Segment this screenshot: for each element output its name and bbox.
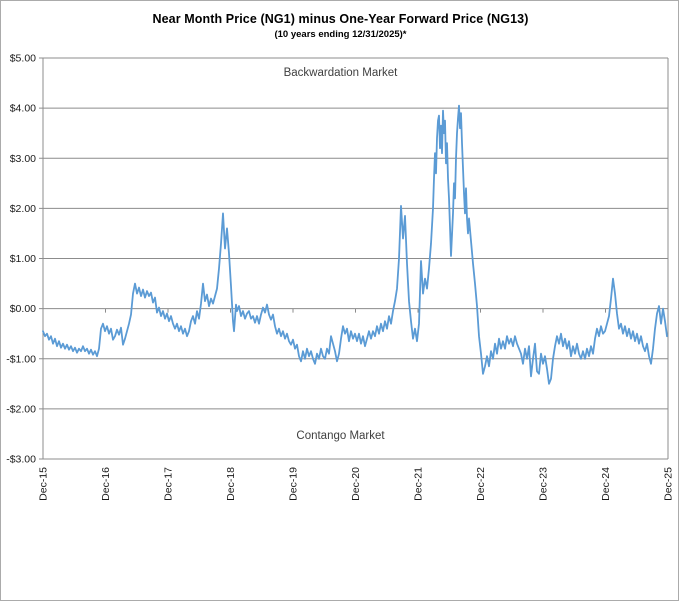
y-axis-label: $1.00 — [10, 253, 36, 265]
chart-subtitle: (10 years ending 12/31/2025)* — [274, 29, 407, 40]
y-axis-label: $3.00 — [10, 153, 36, 165]
x-axis-label: Dec-24 — [600, 467, 612, 501]
spread-line-series — [42, 104, 668, 385]
y-axis-label: $4.00 — [10, 103, 36, 115]
x-axis-label: Dec-17 — [163, 467, 175, 501]
x-axis-label: Dec-23 — [538, 467, 550, 501]
x-axis-label: Dec-21 — [413, 467, 425, 501]
y-axis-label: $5.00 — [10, 53, 36, 65]
x-axis-label: Dec-22 — [475, 467, 487, 501]
x-axis-label: Dec-16 — [100, 467, 112, 501]
chart-title: Near Month Price (NG1) minus One-Year Fo… — [152, 12, 529, 26]
x-axis-label: Dec-18 — [225, 467, 237, 501]
backwardation-market-annotation: Backwardation Market — [283, 67, 398, 79]
x-axis-label: Dec-15 — [38, 467, 50, 501]
y-axis-label: $0.00 — [10, 303, 36, 315]
y-axis-label: -$1.00 — [6, 353, 36, 365]
x-axis-label: Dec-19 — [288, 467, 300, 501]
contango-market-annotation: Contango Market — [296, 430, 385, 442]
y-axis-label: $2.00 — [10, 203, 36, 215]
y-axis-label: -$3.00 — [6, 454, 36, 466]
y-axis-label: -$2.00 — [6, 403, 36, 415]
x-axis-label: Dec-25 — [663, 467, 675, 501]
x-axis-label: Dec-20 — [350, 467, 362, 501]
